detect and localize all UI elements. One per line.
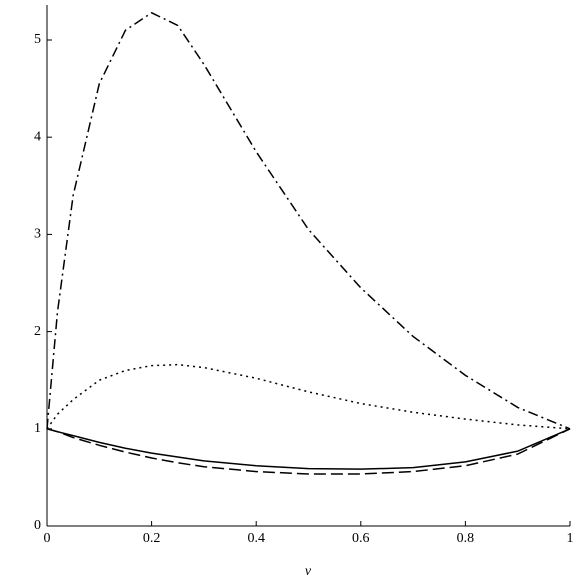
y-tick-label: 1 bbox=[34, 421, 41, 436]
y-tick-label: 2 bbox=[34, 324, 41, 339]
y-tick-label: 0 bbox=[34, 518, 41, 533]
x-axis-label: v bbox=[305, 564, 312, 579]
curve bbox=[46, 363, 571, 430]
curve bbox=[46, 428, 571, 475]
y-tick-label: 5 bbox=[34, 32, 41, 47]
x-tick-label: 1 bbox=[567, 531, 574, 546]
x-tick-label: 0 bbox=[44, 531, 51, 546]
curve bbox=[46, 11, 571, 430]
y-tick-label: 3 bbox=[34, 227, 41, 242]
y-tick-label: 4 bbox=[34, 129, 41, 144]
x-tick-label: 0.4 bbox=[247, 531, 265, 546]
curve bbox=[46, 428, 571, 470]
x-tick-label: 0.2 bbox=[143, 531, 161, 546]
x-tick-label: 0.8 bbox=[457, 531, 475, 546]
x-tick-label: 0.6 bbox=[352, 531, 370, 546]
